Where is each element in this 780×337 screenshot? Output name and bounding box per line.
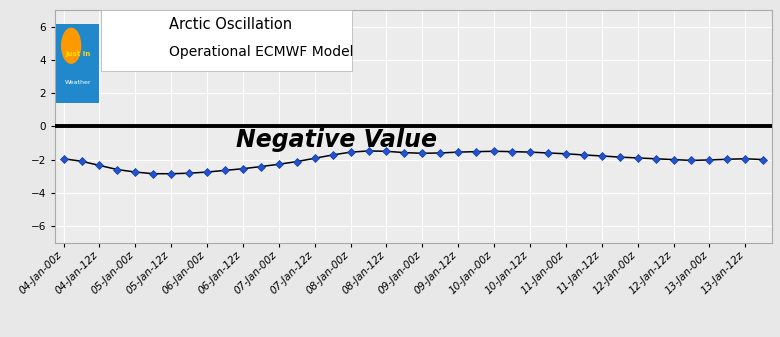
Circle shape [62,28,80,63]
Text: Arctic Oscillation: Arctic Oscillation [169,17,292,32]
Text: Negative Value: Negative Value [236,128,437,153]
Text: Operational ECMWF Model: Operational ECMWF Model [169,45,354,59]
FancyBboxPatch shape [101,10,353,70]
Text: Weather: Weather [66,81,92,86]
Text: Just In: Just In [66,51,91,57]
